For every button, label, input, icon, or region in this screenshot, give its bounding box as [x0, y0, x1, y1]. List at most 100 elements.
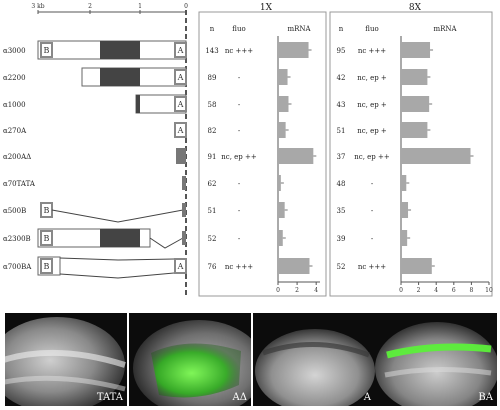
a-element-label: A	[177, 46, 184, 55]
mrna-bar	[401, 42, 431, 58]
panel-label: TATA	[96, 392, 123, 403]
cell-n: 143	[205, 47, 218, 55]
embryo-image-tata	[5, 317, 126, 406]
header-fluo: fluo	[232, 25, 245, 33]
construct-name: α1000	[3, 101, 26, 109]
mrna-bar	[401, 202, 409, 218]
mrna-tick-label: 4	[314, 287, 318, 294]
group-title-8x: 8X	[409, 3, 422, 13]
mrna-bar	[401, 96, 430, 112]
cell-fluo: nc +++	[225, 47, 253, 55]
tata-element	[182, 203, 186, 217]
cell-fluo: -	[238, 180, 241, 188]
cell-fluo: -	[371, 180, 374, 188]
a-element	[174, 96, 187, 112]
construct-name: α70TATA	[3, 180, 36, 188]
mrna-tick-label: 0	[276, 287, 280, 294]
a-element-label: A	[177, 73, 184, 82]
mrna-bar	[278, 202, 285, 218]
cell-n: 89	[208, 74, 217, 82]
cell-n: 39	[337, 235, 346, 243]
b-element	[40, 42, 53, 58]
a-delta-element	[176, 148, 186, 164]
cell-n: 42	[337, 74, 346, 82]
tata-element	[182, 176, 186, 190]
a-element	[174, 122, 187, 138]
a-element	[174, 42, 187, 58]
cell-fluo: nc +++	[358, 263, 386, 271]
cell-fluo: -	[371, 235, 374, 243]
b-element-label: B	[44, 46, 50, 55]
deletion-line	[59, 257, 175, 261]
mrna-bar	[401, 258, 432, 274]
deletion-line	[59, 272, 175, 279]
group-8x-frame	[329, 11, 493, 297]
mrna-tick-label: 0	[399, 287, 403, 294]
header-n: n	[210, 25, 215, 33]
b-element	[40, 230, 53, 246]
cell-n: 43	[337, 101, 346, 109]
cell-n: 95	[337, 47, 346, 55]
cell-fluo: nc, ep +	[357, 74, 387, 82]
construct-name: α2300B	[3, 235, 31, 243]
mrna-bar	[401, 69, 428, 85]
cell-fluo: nc, ep ++	[221, 153, 257, 161]
construct-name: α500B	[3, 207, 26, 215]
cell-n: 76	[208, 263, 217, 271]
embryo-image-ba	[375, 322, 497, 406]
a-element-label: A	[177, 100, 184, 109]
mrna-bar	[278, 230, 283, 246]
cell-fluo: nc, ep +	[357, 101, 387, 109]
panel-tata: TATA	[5, 313, 127, 406]
header-mrna: mRNA	[287, 25, 311, 33]
a-element-label: A	[177, 126, 184, 135]
header-fluo: fluo	[365, 25, 378, 33]
mrna-bar	[401, 148, 471, 164]
mrna-bar	[278, 148, 314, 164]
dark-region	[100, 229, 140, 247]
mrna-bar	[278, 175, 281, 191]
dark-region	[100, 41, 140, 59]
cell-n: 62	[208, 180, 217, 188]
group-1x-frame	[198, 11, 327, 297]
b-element	[40, 258, 53, 274]
a-element	[174, 69, 187, 85]
b-element-label: B	[44, 206, 50, 215]
mrna-bar	[278, 258, 310, 274]
panel-a: A	[253, 313, 375, 406]
construct-name: α3000	[3, 47, 26, 55]
cell-n: 82	[208, 127, 217, 135]
cell-fluo: nc +++	[358, 47, 386, 55]
a-element-label: A	[177, 262, 184, 271]
dark-region	[100, 68, 140, 86]
scale-tick-label: 3 kb	[31, 3, 44, 10]
deletion-line	[51, 209, 184, 223]
mrna-bar	[278, 69, 288, 85]
panel-a-delta: AΔ	[129, 313, 251, 406]
b-element-label: B	[44, 262, 50, 271]
construct-name: α200AΔ	[3, 153, 31, 161]
mrna-bar	[401, 122, 428, 138]
cell-fluo: -	[371, 207, 374, 215]
tata-element	[182, 231, 186, 245]
cell-n: 58	[208, 101, 217, 109]
panel-label: A	[363, 392, 371, 403]
b-element-label: B	[44, 234, 50, 243]
construct-name: α700BA	[3, 263, 32, 271]
construct-name: α270A	[3, 127, 27, 135]
group-title-1x: 1X	[260, 3, 273, 13]
cell-n: 48	[337, 180, 346, 188]
construct-name: α2200	[3, 74, 26, 82]
mrna-bar	[401, 230, 408, 246]
mrna-bar	[278, 122, 286, 138]
mrna-tick-label: 8	[469, 287, 473, 294]
cell-n: 51	[337, 127, 346, 135]
cell-fluo: -	[238, 235, 241, 243]
mrna-bar	[278, 42, 309, 58]
a-element	[174, 258, 187, 274]
scale-tick-label: 2	[88, 3, 92, 10]
cell-n: 37	[337, 153, 346, 161]
mrna-tick-label: 2	[295, 287, 299, 294]
